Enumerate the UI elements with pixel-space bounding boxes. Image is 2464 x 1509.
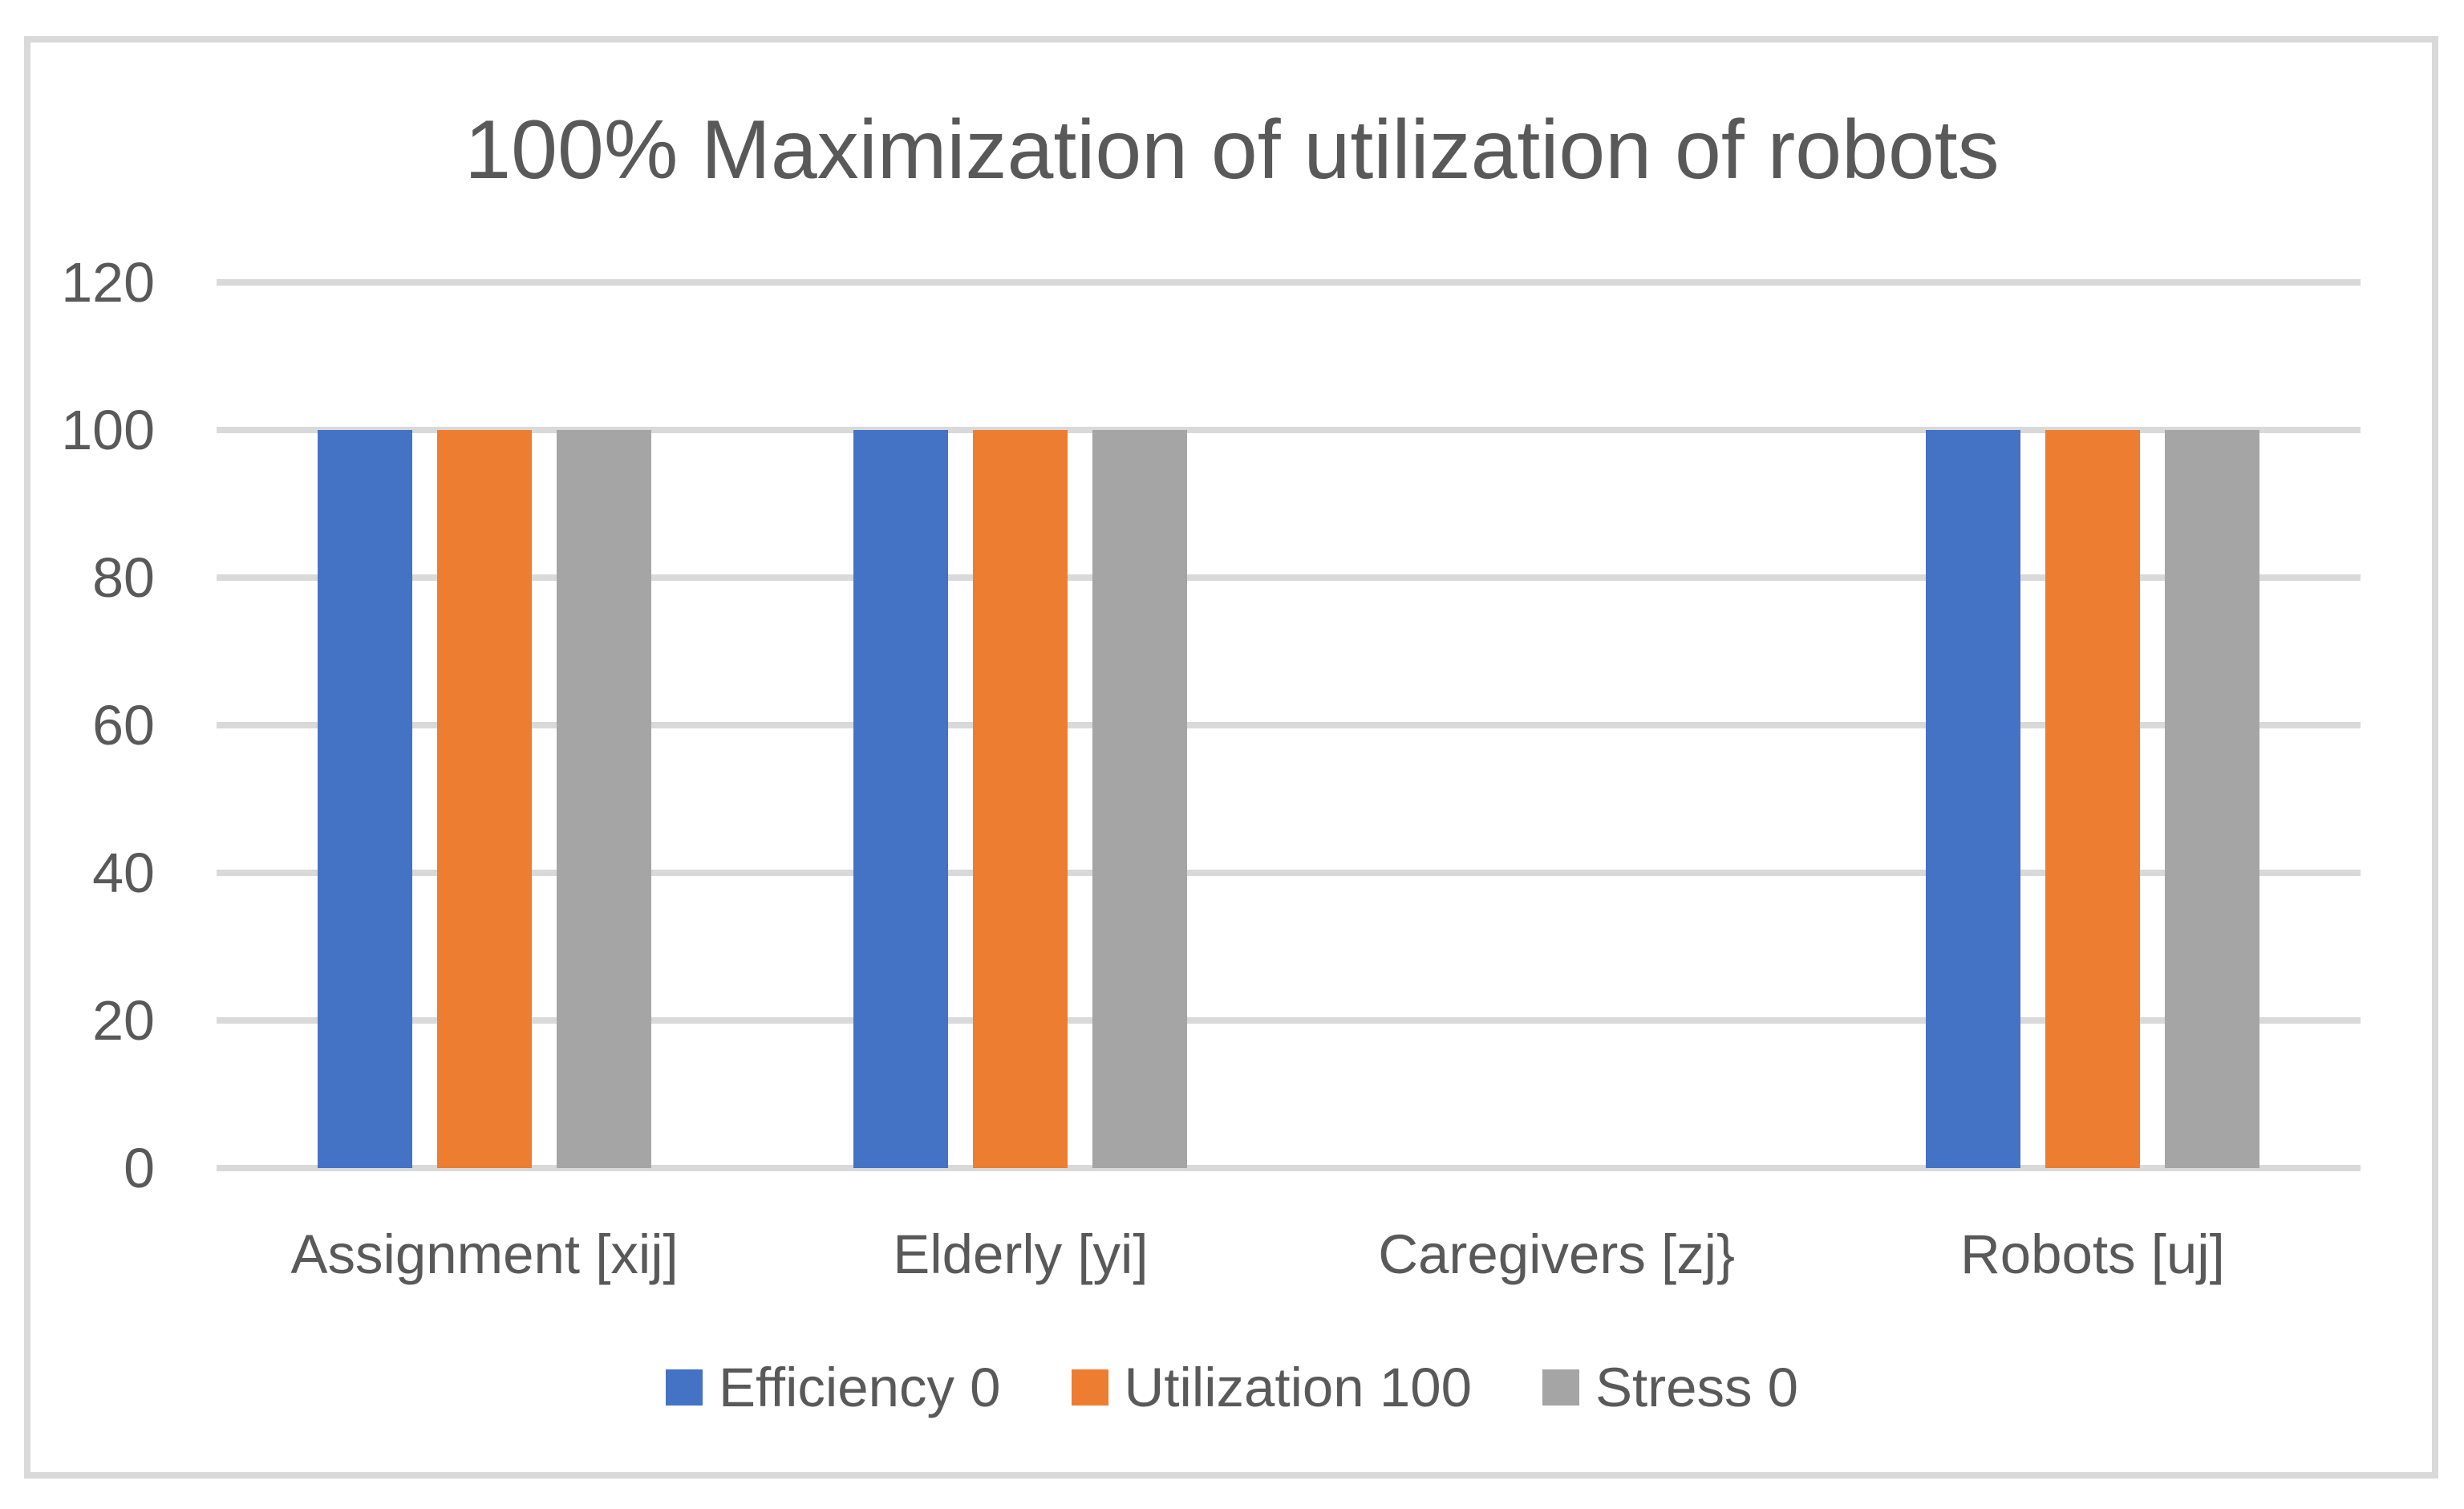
bar-efficiency-0-elderly-yi <box>853 430 949 1168</box>
gridline-60 <box>217 722 2361 728</box>
chart-title: 100% Maximization of utilization of robo… <box>464 103 2000 197</box>
bar-utilization-100-robots-uj <box>2045 430 2140 1168</box>
legend-label-utilization-100: Utilization 100 <box>1124 1357 1472 1418</box>
category-labels: Assignment [xij] Elderly [yi] Caregivers [… <box>217 1223 2361 1286</box>
y-tick-label-80: 80 <box>92 546 155 609</box>
gridline-120 <box>217 279 2361 286</box>
category-label-elderly-yi: Elderly [yi] <box>893 1223 1149 1285</box>
category-label-caregivers-zj: Caregivers [zj} <box>1378 1223 1736 1285</box>
gridline-20 <box>217 1017 2361 1024</box>
chart-border <box>24 36 2438 1479</box>
bar-group-elderly-yi <box>752 282 1288 1168</box>
legend-item-efficiency-0: Efficiency 0 <box>665 1357 1001 1418</box>
gridline-0 <box>217 1165 2361 1171</box>
category-label-robots-uj: Robots [uj] <box>1959 1223 2225 1285</box>
gridlines <box>217 279 2361 1171</box>
bar-stress-0-assignment-xij <box>557 430 652 1168</box>
y-axis: 0 20 40 60 80 100 120 <box>0 254 217 1196</box>
bar-group-robots-uj <box>1825 282 2361 1168</box>
bar-efficiency-0-robots-uj <box>1925 430 2020 1168</box>
bar-utilization-100-assignment-xij <box>437 430 533 1168</box>
legend-label-efficiency-0: Efficiency 0 <box>718 1357 1001 1418</box>
category-label-assignment-xij: Assignment [xij] <box>290 1223 679 1285</box>
y-tick-label-120: 120 <box>61 251 155 314</box>
bar-utilization-100-elderly-yi <box>973 430 1068 1168</box>
legend-swatch-utilization-100 <box>1071 1369 1108 1406</box>
gridline-40 <box>217 870 2361 876</box>
bar-stress-0-robots-uj <box>2164 430 2259 1168</box>
y-tick-label-40: 40 <box>92 842 155 904</box>
y-tick-label-60: 60 <box>92 694 155 757</box>
legend-item-utilization-100: Utilization 100 <box>1071 1357 1472 1418</box>
legend-label-stress-0: Stress 0 <box>1595 1357 1799 1418</box>
plot-area <box>217 279 2361 1171</box>
y-tick-label-0: 0 <box>124 1137 155 1199</box>
legend-swatch-efficiency-0 <box>665 1369 703 1406</box>
legend-item-stress-0: Stress 0 <box>1542 1360 1798 1415</box>
gridline-80 <box>217 574 2361 581</box>
legend-swatch-stress-0 <box>1542 1369 1579 1406</box>
y-tick-label-100: 100 <box>61 399 155 461</box>
gridline-100 <box>217 427 2361 433</box>
legend: Efficiency 0 Utilization 100 Stress 0 <box>0 1360 2464 1415</box>
bar-group-caregivers-zj <box>1289 282 1825 1168</box>
bar-groups <box>217 282 2361 1168</box>
bar-group-assignment-xij <box>217 282 752 1168</box>
bar-stress-0-elderly-yi <box>1092 430 1188 1168</box>
bar-efficiency-0-assignment-xij <box>318 430 413 1168</box>
y-tick-label-20: 20 <box>92 989 155 1052</box>
